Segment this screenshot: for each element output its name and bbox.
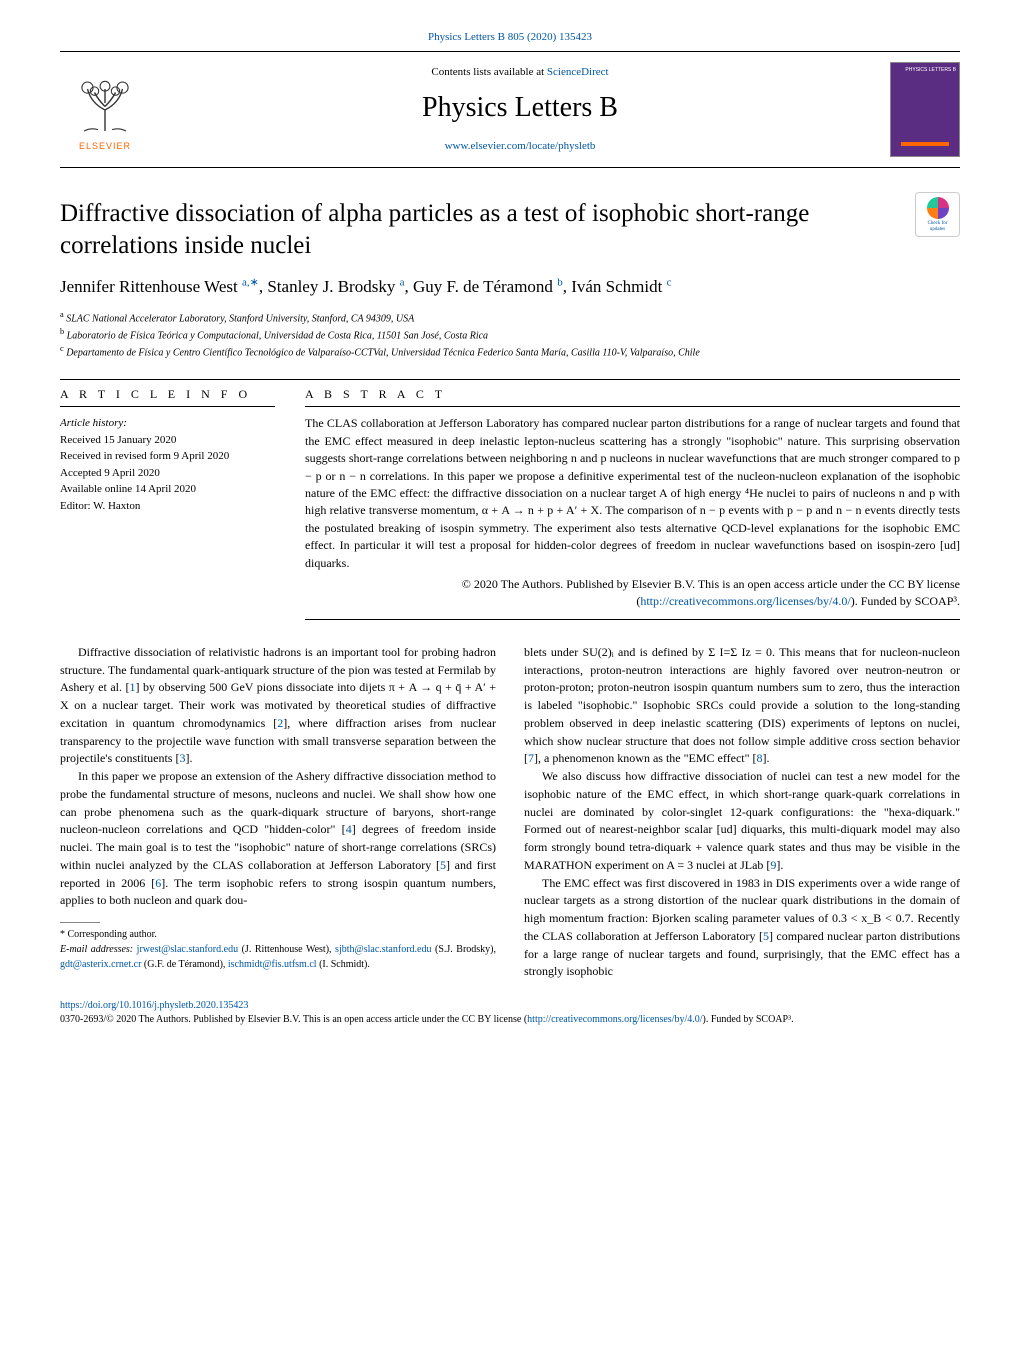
affiliation-b: b Laboratorio de Física Teórica y Comput… (60, 326, 960, 343)
abstract-license: © 2020 The Authors. Published by Elsevie… (305, 576, 960, 611)
affiliation-c: c Departamento de Física y Centro Cientí… (60, 343, 960, 360)
cc-license-link[interactable]: http://creativecommons.org/licenses/by/4… (640, 594, 850, 608)
ref-link-9[interactable]: 9 (770, 858, 776, 872)
info-abstract-row: A R T I C L E I N F O Article history: R… (60, 379, 960, 628)
footer-copyright: 0370-2693/© 2020 The Authors. Published … (60, 1013, 960, 1027)
journal-homepage: www.elsevier.com/locate/physletb (150, 139, 890, 154)
corr-star: * Corresponding author. (60, 927, 496, 942)
abstract-text: The CLAS collaboration at Jefferson Labo… (305, 415, 960, 572)
corr-email-4[interactable]: ischmidt@fis.utfsm.cl (228, 959, 317, 970)
ref-link-4[interactable]: 4 (346, 822, 352, 836)
corresponding-block: * Corresponding author. E-mail addresses… (60, 927, 496, 972)
history-revised: Received in revised form 9 April 2020 (60, 450, 229, 462)
history-accepted: Accepted 9 April 2020 (60, 467, 160, 479)
license-suffix: ). Funded by SCOAP³. (851, 594, 960, 608)
corr-emails-label: E-mail addresses: (60, 944, 133, 955)
top-citation: Physics Letters B 805 (2020) 135423 (60, 30, 960, 45)
check-updates-badge[interactable]: Check forupdates (915, 192, 960, 237)
history-received: Received 15 January 2020 (60, 434, 176, 446)
history-label: Article history: (60, 417, 127, 429)
abstract-label: A B S T R A C T (305, 386, 960, 403)
journal-cover-thumb: PHYSICS LETTERS B (890, 62, 960, 157)
abstract-col: A B S T R A C T The CLAS collaboration a… (305, 386, 960, 628)
elsevier-wordmark: ELSEVIER (79, 140, 131, 153)
journal-header: ELSEVIER Contents lists available at Sci… (60, 51, 960, 168)
contents-prefix: Contents lists available at (431, 66, 546, 78)
ref-link-6[interactable]: 6 (155, 876, 161, 890)
affiliation-a: a SLAC National Accelerator Laboratory, … (60, 309, 960, 326)
contents-line: Contents lists available at ScienceDirec… (150, 65, 890, 80)
body-p5: The EMC effect was first discovered in 1… (524, 875, 960, 982)
corr-email-1[interactable]: jrwest@slac.stanford.edu (137, 944, 238, 955)
ref-link-3[interactable]: 3 (179, 751, 185, 765)
body-p4: We also discuss how diffractive dissocia… (524, 768, 960, 875)
article-info-col: A R T I C L E I N F O Article history: R… (60, 386, 275, 628)
check-updates-text: Check forupdates (928, 221, 948, 232)
sciencedirect-link[interactable]: ScienceDirect (547, 66, 609, 78)
ref-link-5[interactable]: 5 (440, 858, 446, 872)
corr-emails: E-mail addresses: jrwest@slac.stanford.e… (60, 942, 496, 972)
affiliations: a SLAC National Accelerator Laboratory, … (60, 309, 960, 361)
body-columns: Diffractive dissociation of relativistic… (60, 644, 960, 981)
article-history: Article history: Received 15 January 202… (60, 415, 275, 514)
ref-link-2[interactable]: 2 (277, 716, 283, 730)
authors-line: Jennifer Rittenhouse West a,∗, Stanley J… (60, 275, 960, 299)
corr-email-3[interactable]: gdt@asterix.crnet.cr (60, 959, 141, 970)
footer-cc-link[interactable]: http://creativecommons.org/licenses/by/4… (527, 1014, 702, 1025)
doi-link[interactable]: https://doi.org/10.1016/j.physletb.2020.… (60, 1000, 248, 1011)
header-center: Contents lists available at ScienceDirec… (150, 65, 890, 155)
body-p2: In this paper we propose an extension of… (60, 768, 496, 910)
page-footer: https://doi.org/10.1016/j.physletb.2020.… (60, 999, 960, 1027)
article-title: Diffractive dissociation of alpha partic… (60, 198, 895, 261)
citation-link[interactable]: Physics Letters B 805 (2020) 135423 (428, 31, 592, 43)
body-p3: blets under SU(2)ᵢ and is defined by Σ I… (524, 644, 960, 768)
journal-homepage-link[interactable]: www.elsevier.com/locate/physletb (445, 140, 596, 152)
history-online: Available online 14 April 2020 (60, 483, 196, 495)
ref-link-1[interactable]: 1 (129, 680, 135, 694)
ref-link-8[interactable]: 8 (757, 751, 763, 765)
journal-name: Physics Letters B (150, 88, 890, 127)
ref-link-7[interactable]: 7 (528, 751, 534, 765)
ref-link-5[interactable]: 5 (763, 929, 769, 943)
cover-thumb-label: PHYSICS LETTERS B (905, 67, 956, 74)
elsevier-logo: ELSEVIER (60, 68, 150, 153)
elsevier-tree-icon (70, 68, 140, 138)
corr-email-2[interactable]: sjbth@slac.stanford.edu (335, 944, 431, 955)
body-p1: Diffractive dissociation of relativistic… (60, 644, 496, 768)
corr-rule (60, 922, 100, 923)
cover-thumb-bar (901, 142, 949, 146)
history-editor: Editor: W. Haxton (60, 500, 140, 512)
crossmark-icon (927, 197, 949, 219)
info-label: A R T I C L E I N F O (60, 386, 275, 403)
